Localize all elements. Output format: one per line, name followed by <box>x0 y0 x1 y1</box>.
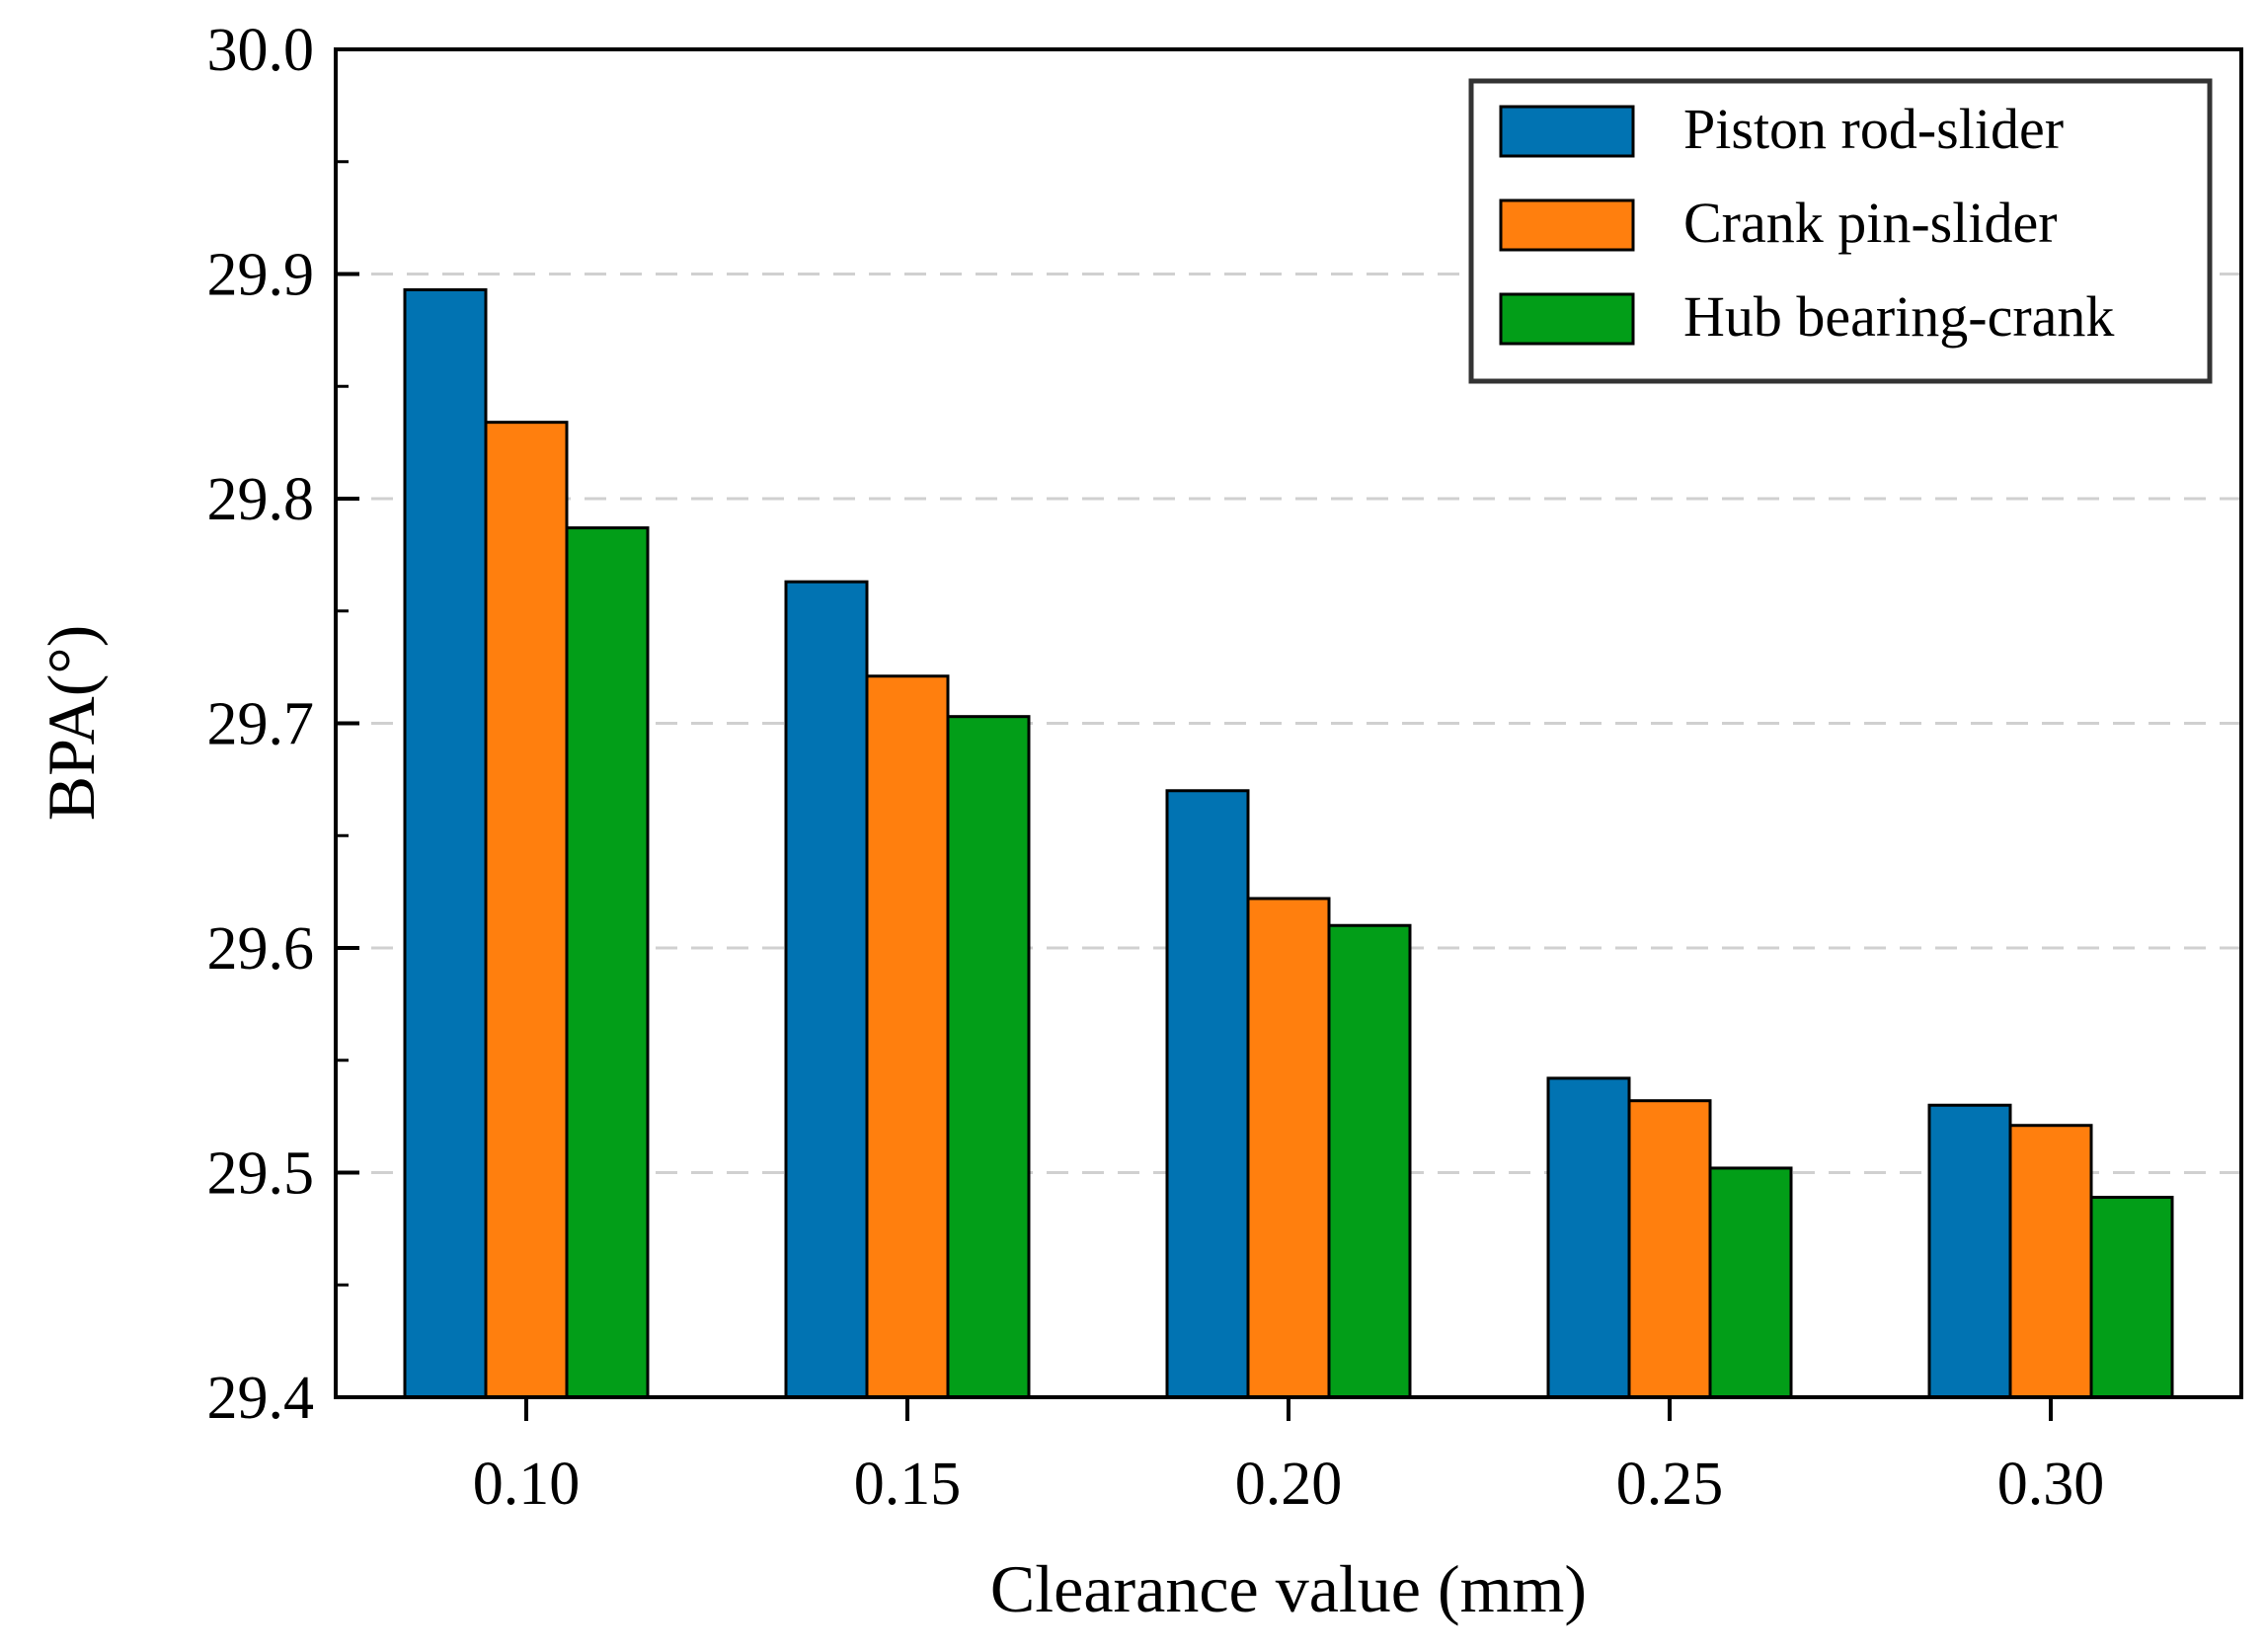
bar-piston-rod-slider-0.10 <box>403 287 488 1399</box>
x-axis: 0.10 0.15 0.20 0.25 0.30 <box>473 1397 2105 1518</box>
bar-crank-pin-slider-0.15 <box>865 674 950 1399</box>
y-tick-label: 29.5 <box>207 1141 315 1208</box>
y-axis: 29.4 29.5 29.6 29.7 29.8 29.9 30.0 <box>207 17 359 1432</box>
legend-swatch <box>1499 198 1635 252</box>
x-tick-label: 0.15 <box>854 1451 962 1518</box>
bars <box>403 287 2174 1399</box>
bar-hub-bearing-crank-0.25 <box>1708 1166 1793 1399</box>
y-axis-title: BPA(°) <box>34 625 109 822</box>
bar-crank-pin-slider-0.30 <box>2008 1124 2093 1399</box>
x-tick-label: 0.25 <box>1616 1451 1724 1518</box>
legend-label: Piston rod-slider <box>1683 97 2064 161</box>
legend-swatch <box>1499 105 1635 158</box>
legend: Piston rod-slider Crank pin-slider Hub bea… <box>1468 78 2213 384</box>
bar-hub-bearing-crank-0.30 <box>2089 1196 2174 1399</box>
bar-crank-pin-slider-0.10 <box>484 421 569 1399</box>
y-tick-label: 29.7 <box>207 691 315 758</box>
bar-hub-bearing-crank-0.20 <box>1327 923 1412 1399</box>
x-tick-label: 0.20 <box>1235 1451 1343 1518</box>
x-tick-label: 0.30 <box>1997 1451 2105 1518</box>
bar-piston-rod-slider-0.25 <box>1546 1076 1631 1399</box>
legend-label: Crank pin-slider <box>1683 191 2058 255</box>
bar-piston-rod-slider-0.20 <box>1165 789 1250 1399</box>
bar-piston-rod-slider-0.15 <box>784 580 869 1399</box>
y-tick-label: 29.9 <box>207 242 315 309</box>
y-tick-label: 30.0 <box>207 17 315 84</box>
bar-piston-rod-slider-0.30 <box>1927 1103 2012 1399</box>
y-tick-label: 29.8 <box>207 466 315 533</box>
bar-crank-pin-slider-0.25 <box>1627 1099 1712 1399</box>
legend-swatch <box>1499 292 1635 346</box>
bar-crank-pin-slider-0.20 <box>1246 897 1331 1399</box>
bar-hub-bearing-crank-0.15 <box>946 715 1031 1399</box>
legend-label: Hub bearing-crank <box>1683 284 2114 349</box>
bar-hub-bearing-crank-0.10 <box>565 526 650 1399</box>
y-tick-label: 29.4 <box>207 1365 315 1432</box>
y-tick-label: 29.6 <box>207 915 315 983</box>
x-axis-title: Clearance value (mm) <box>990 1551 1587 1626</box>
x-tick-label: 0.10 <box>473 1451 581 1518</box>
